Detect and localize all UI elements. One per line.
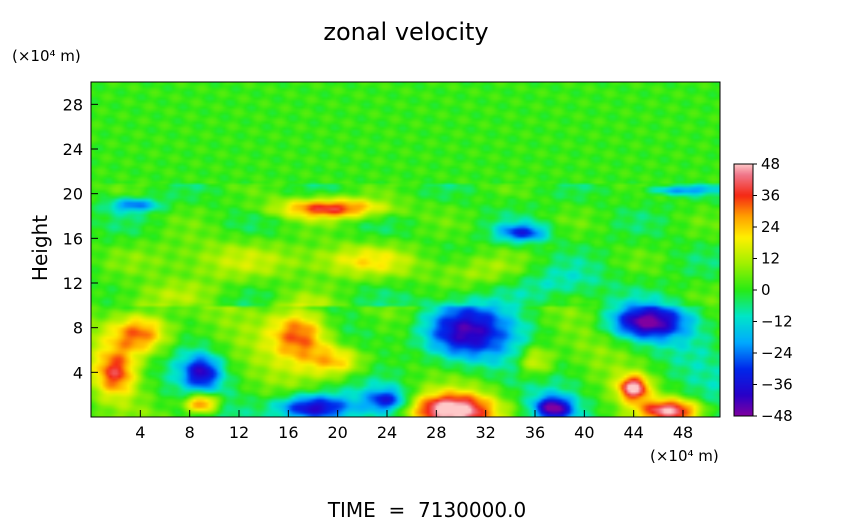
colorbar-ticks: 48 36 24 12 0 −12 −24 −36 −48 <box>753 155 793 425</box>
y-tick-label: 12 <box>63 274 83 293</box>
y-tick-label: 8 <box>73 319 83 338</box>
x-tick-label: 8 <box>185 423 195 442</box>
colorbar-tick-label: −24 <box>761 344 793 362</box>
colorbar-tick-label: 0 <box>761 281 771 299</box>
colorbar: 48 36 24 12 0 −12 −24 −36 −48 <box>733 155 793 425</box>
y-tick-label: 4 <box>73 363 83 382</box>
y-tick-label: 20 <box>63 185 83 204</box>
x-tick-label: 44 <box>623 423 643 442</box>
colorbar-tick-label: 48 <box>761 155 780 173</box>
x-tick-label: 40 <box>574 423 594 442</box>
x-tick-label: 24 <box>377 423 397 442</box>
chart-title: zonal velocity <box>323 18 488 46</box>
heatmap-field <box>91 82 720 417</box>
x-tick-label: 32 <box>475 423 495 442</box>
x-axis-unit: (×10⁴ m) <box>650 447 719 465</box>
x-axis: 4 8 12 16 20 24 28 32 36 40 44 48 <box>135 410 693 442</box>
y-tick-label: 24 <box>63 140 83 159</box>
x-tick-label: 48 <box>673 423 693 442</box>
colorbar-tick-label: 24 <box>761 218 780 236</box>
colorbar-tick-label: −48 <box>761 407 793 425</box>
plot-frame <box>90 81 721 418</box>
heatmap-image <box>91 82 720 417</box>
x-tick-label: 16 <box>278 423 298 442</box>
colorbar-tick-label: 36 <box>761 187 780 205</box>
colorbar-image <box>734 164 753 416</box>
colorbar-tick-label: −12 <box>761 313 793 331</box>
x-tick-label: 12 <box>229 423 249 442</box>
x-tick-label: 36 <box>525 423 545 442</box>
y-tick-label: 28 <box>63 95 83 114</box>
y-axis: 4 8 12 16 20 24 28 <box>63 95 98 382</box>
colorbar-tick-label: −36 <box>761 376 793 394</box>
x-tick-label: 20 <box>327 423 347 442</box>
y-axis-unit: (×10⁴ m) <box>12 47 81 65</box>
colorbar-tick-label: 12 <box>761 250 780 268</box>
y-axis-title: Height <box>28 215 52 281</box>
y-tick-label: 16 <box>63 229 83 248</box>
x-tick-label: 4 <box>135 423 145 442</box>
x-tick-label: 28 <box>426 423 446 442</box>
time-label: TIME = 7130000.0 <box>327 498 526 519</box>
